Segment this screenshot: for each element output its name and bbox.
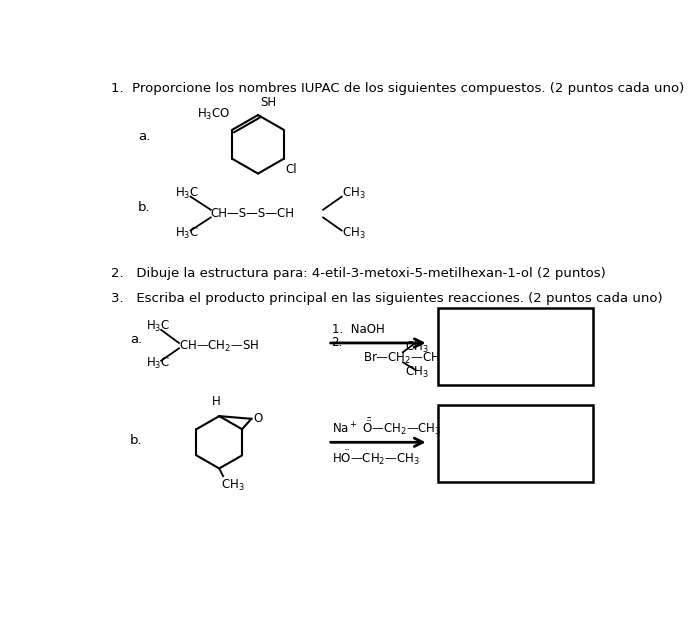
Text: H$\ddot{\mathrm{O}}$—CH$_2$—CH$_3$: H$\ddot{\mathrm{O}}$—CH$_2$—CH$_3$ xyxy=(332,448,419,467)
Text: O: O xyxy=(253,412,262,425)
Text: 3.   Escriba el producto principal en las siguientes reacciones. (2 puntos cada : 3. Escriba el producto principal en las … xyxy=(111,292,662,305)
Text: CH—CH$_2$—SH: CH—CH$_2$—SH xyxy=(179,339,259,354)
Text: H: H xyxy=(212,396,220,408)
Bar xyxy=(438,308,593,385)
Text: H$_3$CO: H$_3$CO xyxy=(197,107,230,122)
Text: 2.: 2. xyxy=(332,336,343,349)
Text: Cl: Cl xyxy=(286,162,298,176)
Text: H$_3$C: H$_3$C xyxy=(175,226,199,241)
Text: H$_3$C: H$_3$C xyxy=(175,186,199,201)
Text: b.: b. xyxy=(130,434,143,447)
Text: a.: a. xyxy=(130,332,142,346)
Text: 1.  Proporcione los nombres IUPAC de los siguientes compuestos. (2 puntos cada u: 1. Proporcione los nombres IUPAC de los … xyxy=(111,82,684,94)
Text: Na$^+$ $\bar{\ddot{\mathrm{O}}}$—CH$_2$—CH$_3$: Na$^+$ $\bar{\ddot{\mathrm{O}}}$—CH$_2$—… xyxy=(332,416,441,437)
Text: 2.   Dibuje la estructura para: 4-etil-3-metoxi-5-metilhexan-1-ol (2 puntos): 2. Dibuje la estructura para: 4-etil-3-m… xyxy=(111,267,606,280)
Text: 1.  NaOH: 1. NaOH xyxy=(332,323,384,336)
Text: CH$_3$: CH$_3$ xyxy=(342,186,365,201)
Text: CH$_3$: CH$_3$ xyxy=(342,226,365,241)
Text: CH$_3$: CH$_3$ xyxy=(405,340,429,355)
Text: b.: b. xyxy=(138,201,150,214)
Text: H$_3$C: H$_3$C xyxy=(146,356,169,371)
Text: a.: a. xyxy=(138,130,150,143)
Bar xyxy=(438,406,593,482)
Text: CH—S—S—CH: CH—S—S—CH xyxy=(210,207,294,220)
Text: CH$_3$: CH$_3$ xyxy=(405,364,429,380)
Text: Br—CH$_2$—CH: Br—CH$_2$—CH xyxy=(363,351,440,366)
Text: H$_3$C: H$_3$C xyxy=(146,319,169,334)
Text: CH$_3$: CH$_3$ xyxy=(220,478,244,492)
Text: SH: SH xyxy=(260,96,276,109)
